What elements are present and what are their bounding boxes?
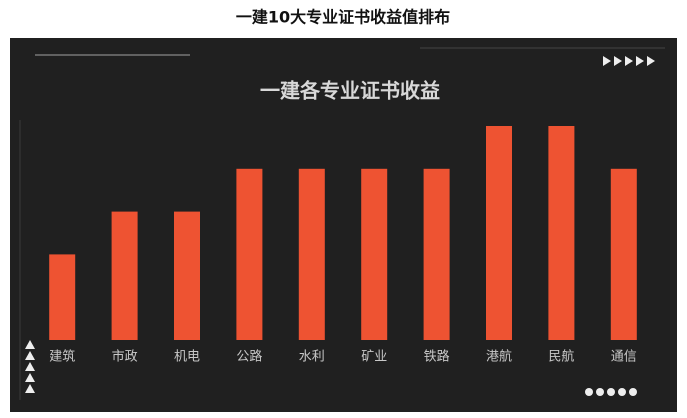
decor-dots: [585, 388, 637, 396]
x-tick-label: 水利: [299, 350, 325, 365]
decor-triangles: [25, 340, 35, 393]
page-title: 一建10大专业证书收益值排布: [236, 8, 450, 27]
bar: [548, 126, 575, 340]
x-tick-label: 铁路: [424, 349, 450, 365]
bar: [49, 254, 76, 340]
chart-title: 一建各专业证书收益: [260, 79, 440, 103]
decor-arrows: [603, 56, 655, 66]
bar: [298, 168, 325, 340]
x-tick-label: 公路: [236, 349, 262, 365]
x-tick-label: 通信: [611, 350, 637, 365]
x-tick-label: 矿业: [361, 350, 387, 365]
bar: [423, 168, 450, 340]
x-tick-label: 港航: [486, 349, 512, 365]
bar: [486, 126, 512, 340]
bar: [174, 211, 200, 340]
x-tick-label: 机电: [174, 350, 200, 365]
x-tick-label: 市政: [112, 349, 138, 365]
x-tick-label: 建筑: [49, 349, 75, 365]
x-tick-label: 民航: [548, 349, 574, 365]
bar: [361, 168, 388, 340]
bar: [236, 168, 263, 340]
bar: [111, 211, 138, 340]
bar: [610, 168, 637, 340]
